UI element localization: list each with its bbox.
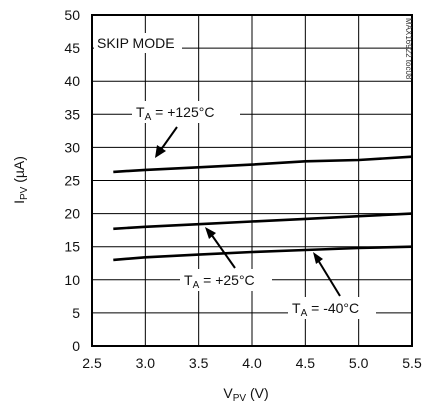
y-tick-label: 45 (64, 40, 80, 56)
grid (92, 15, 412, 346)
y-axis-label: IPV (µA) (11, 156, 30, 204)
y-tick-label: 40 (64, 73, 80, 89)
series-line-2 (113, 212, 413, 231)
x-tick-labels: 2.5 3.0 3.5 4.0 4.5 5.0 5.5 (82, 355, 422, 371)
skip-mode-bg (94, 33, 182, 53)
skip-mode-label: SKIP MODE (97, 35, 175, 51)
series-line-1 (113, 155, 413, 174)
annotation-arrows (159, 126, 341, 297)
y-tick-label: 35 (64, 106, 80, 122)
t25-arrow-shaft (210, 233, 236, 269)
arrowheads (155, 145, 323, 264)
x-tick-label: 5.5 (402, 355, 422, 371)
t125-label-bg (132, 101, 240, 123)
t25-arrowhead (205, 227, 216, 239)
t125-arrowhead (155, 145, 166, 158)
tm40-arrowhead (313, 252, 323, 264)
y-tick-label: 25 (64, 173, 80, 189)
y-tick-label: 15 (64, 239, 80, 255)
x-axis-label: VPV (V) (223, 385, 268, 404)
y-tick-label: 10 (64, 272, 80, 288)
x-tick-label: 4.0 (242, 355, 262, 371)
y-tick-labels: 0 5 10 15 20 25 30 35 40 45 50 (64, 7, 80, 354)
t25-label-bg (180, 269, 272, 291)
tm40-label: TA = -40°C (292, 300, 359, 319)
figure-id: MAX16922 toc08 (404, 18, 413, 80)
y-tick-label: 0 (72, 338, 80, 354)
t25-label: TA = +25°C (184, 272, 255, 291)
y-tick-label: 50 (64, 7, 80, 23)
x-tick-label: 2.5 (82, 355, 102, 371)
x-tick-label: 5.0 (349, 355, 369, 371)
y-tick-label: 5 (72, 305, 80, 321)
series-lines (113, 155, 413, 262)
x-tick-label: 3.0 (136, 355, 156, 371)
t125-label: TA = +125°C (136, 104, 214, 123)
x-tick-label: 3.5 (189, 355, 209, 371)
series-line-3 (113, 245, 413, 262)
y-tick-label: 30 (64, 139, 80, 155)
plot-frame (91, 14, 413, 347)
t125-arrow-shaft (159, 126, 178, 152)
x-tick-label: 4.5 (296, 355, 316, 371)
tm40-label-bg (288, 297, 376, 319)
tm40-arrow-shaft (317, 259, 341, 297)
y-tick-label: 20 (64, 206, 80, 222)
